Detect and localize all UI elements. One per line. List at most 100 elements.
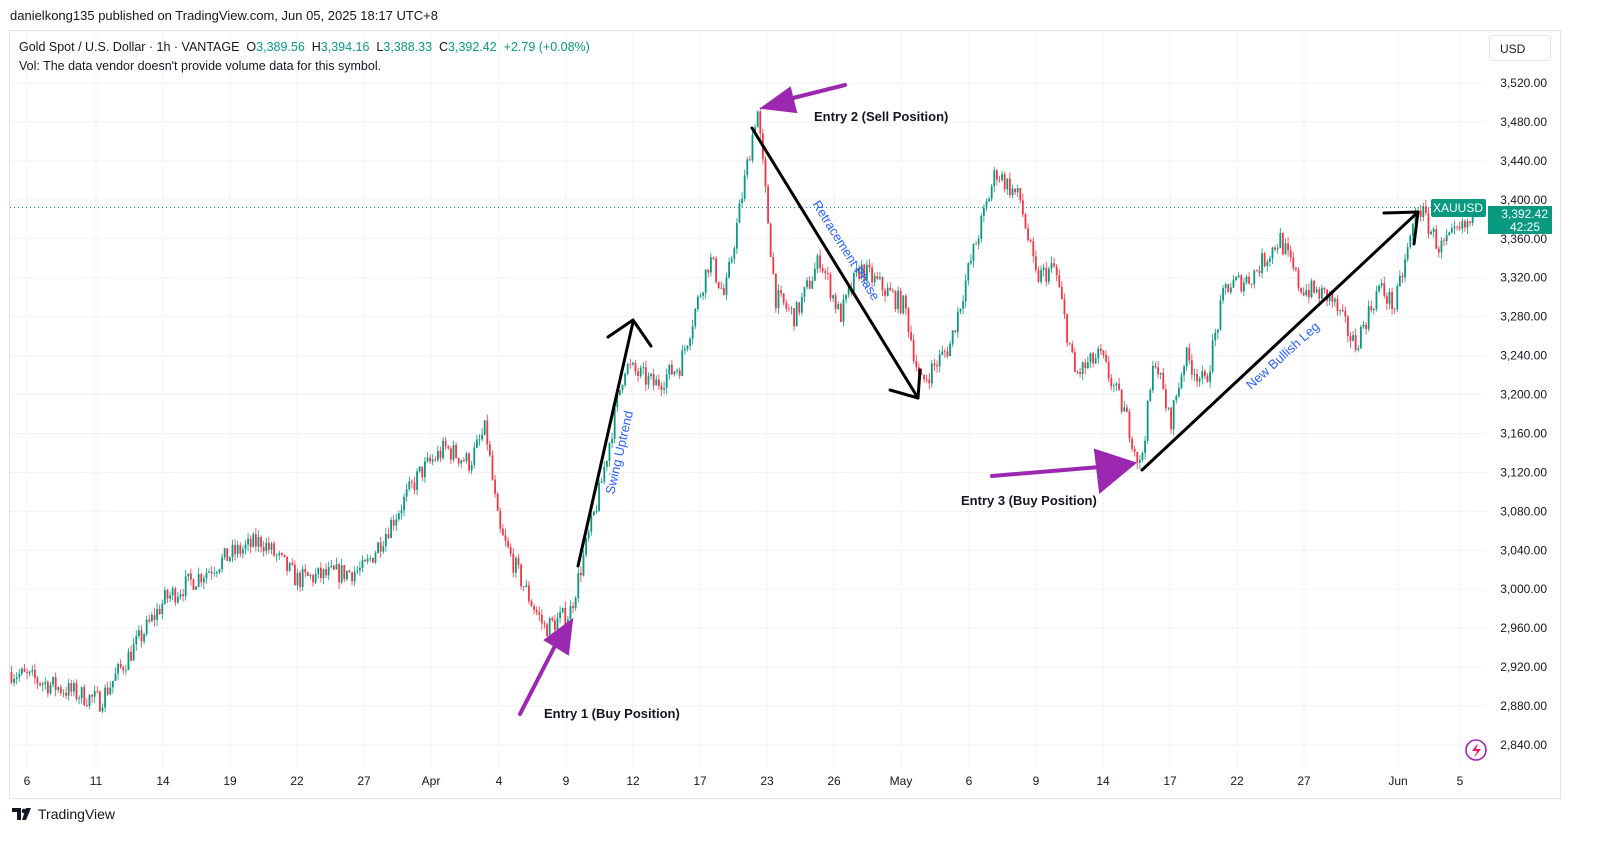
candle bbox=[730, 255, 733, 264]
candle bbox=[70, 679, 73, 697]
symbol-title[interactable]: Gold Spot / U.S. Dollar · 1h · VANTAGE bbox=[19, 40, 240, 54]
candle bbox=[930, 360, 933, 388]
candle bbox=[1307, 283, 1310, 304]
candle bbox=[743, 169, 746, 202]
candle bbox=[1029, 238, 1032, 243]
candle bbox=[1214, 328, 1217, 347]
footer-logo-text: TradingView bbox=[38, 806, 116, 822]
candle bbox=[202, 575, 205, 590]
candle bbox=[1216, 328, 1219, 340]
symbol-tag-label: XAUUSD bbox=[1433, 201, 1483, 215]
candle bbox=[772, 252, 775, 275]
candle bbox=[993, 166, 996, 193]
candle bbox=[657, 374, 660, 390]
time-tick-label: 17 bbox=[693, 774, 707, 788]
candle bbox=[356, 565, 359, 575]
candle bbox=[629, 358, 632, 369]
candle bbox=[153, 608, 156, 627]
candle bbox=[75, 679, 78, 702]
time-axis[interactable]: 6 11 14 19 22 27 Apr 4 9 12 17 23 26 May 6 9 14 17 22 27 Jun… bbox=[24, 774, 1464, 788]
candle bbox=[1164, 384, 1167, 412]
candle bbox=[530, 599, 533, 607]
low-label: L bbox=[376, 40, 384, 54]
candle bbox=[124, 664, 127, 676]
candle bbox=[265, 537, 268, 555]
candle bbox=[1099, 343, 1102, 355]
candle bbox=[62, 689, 65, 698]
candle bbox=[1019, 187, 1022, 204]
tradingview-logo[interactable]: TradingView bbox=[12, 806, 115, 822]
candle bbox=[447, 445, 450, 450]
candle bbox=[777, 284, 780, 314]
candle bbox=[1196, 369, 1198, 388]
candle bbox=[49, 681, 52, 695]
candle bbox=[1014, 188, 1016, 196]
candle bbox=[670, 359, 673, 376]
chart-pane[interactable] bbox=[9, 30, 1561, 799]
candle bbox=[748, 155, 751, 161]
candle bbox=[1367, 300, 1370, 332]
symbol-price-tag: XAUUSD 3,392.42 42:25 bbox=[1431, 199, 1552, 234]
candle bbox=[845, 294, 847, 304]
time-tick-label: 9 bbox=[1033, 774, 1040, 788]
candle bbox=[275, 553, 278, 562]
candle bbox=[423, 457, 426, 483]
candle bbox=[1040, 265, 1042, 285]
change-value: +2.79 (+0.08%) bbox=[503, 40, 590, 54]
open-value: 3,389.56 bbox=[256, 40, 305, 54]
candle bbox=[1274, 245, 1276, 252]
candle bbox=[317, 567, 320, 579]
candle bbox=[1401, 272, 1404, 283]
candle bbox=[36, 675, 39, 690]
candle bbox=[1118, 377, 1120, 391]
candle bbox=[150, 612, 153, 623]
candle bbox=[374, 550, 377, 564]
candle bbox=[1123, 401, 1126, 412]
candle bbox=[210, 566, 213, 580]
candle bbox=[1411, 222, 1414, 241]
candle bbox=[501, 523, 504, 536]
candle bbox=[975, 240, 977, 246]
candle bbox=[1167, 407, 1170, 411]
candle bbox=[280, 552, 283, 557]
candle bbox=[709, 252, 712, 277]
candle bbox=[525, 579, 528, 588]
candle bbox=[1469, 220, 1471, 227]
candle bbox=[1320, 284, 1323, 299]
candle bbox=[982, 204, 985, 223]
candle bbox=[933, 358, 936, 371]
candle bbox=[988, 196, 990, 202]
candle bbox=[1380, 279, 1383, 289]
candle bbox=[572, 601, 574, 614]
candle bbox=[839, 302, 842, 323]
candle bbox=[1203, 368, 1206, 379]
candle bbox=[600, 477, 603, 484]
candle bbox=[551, 616, 554, 623]
candle bbox=[169, 591, 171, 603]
price-tick-label: 2,920.00 bbox=[1500, 660, 1547, 674]
candle bbox=[1097, 346, 1100, 364]
candle bbox=[920, 368, 923, 375]
candle bbox=[980, 213, 983, 243]
candle bbox=[343, 564, 346, 583]
price-axis[interactable]: 2,840.00 2,880.00 2,920.00 2,960.00 3,000.00… bbox=[1500, 76, 1547, 752]
candle bbox=[1188, 343, 1191, 365]
candle bbox=[834, 292, 837, 314]
candle bbox=[1437, 245, 1440, 258]
candle bbox=[717, 281, 720, 289]
candle bbox=[925, 374, 928, 383]
candle bbox=[1250, 283, 1253, 289]
candle bbox=[829, 272, 832, 302]
candle bbox=[1435, 225, 1438, 250]
candle bbox=[449, 446, 452, 464]
candle bbox=[475, 434, 478, 449]
candle bbox=[1453, 220, 1456, 235]
candle bbox=[1266, 259, 1269, 272]
candle bbox=[1430, 229, 1432, 235]
candle bbox=[954, 330, 957, 334]
candle bbox=[806, 277, 808, 290]
candle bbox=[31, 665, 34, 676]
candle bbox=[1102, 349, 1105, 359]
currency-button[interactable]: USD bbox=[1489, 35, 1551, 61]
lightning-icon[interactable] bbox=[1465, 739, 1487, 761]
